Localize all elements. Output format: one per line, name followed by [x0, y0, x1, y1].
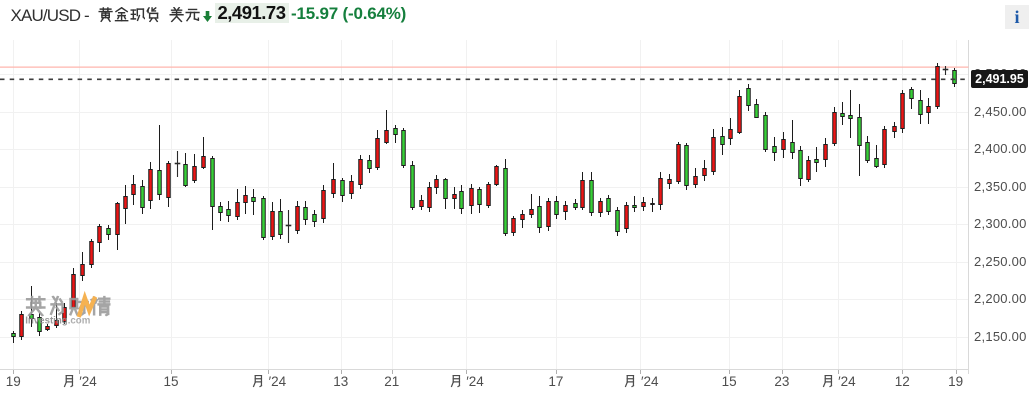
- svg-text:Investing.com: Investing.com: [25, 316, 91, 327]
